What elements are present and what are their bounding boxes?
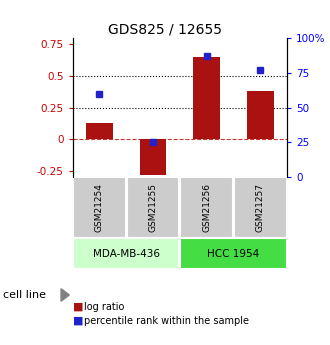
- Text: HCC 1954: HCC 1954: [207, 249, 260, 259]
- Text: GSM21257: GSM21257: [256, 183, 265, 232]
- Bar: [140, 139, 166, 175]
- Polygon shape: [61, 289, 69, 301]
- Bar: [193, 57, 220, 139]
- Text: MDA-MB-436: MDA-MB-436: [93, 249, 160, 259]
- Text: ■: ■: [73, 302, 83, 312]
- Bar: [234, 177, 286, 238]
- Bar: [86, 123, 113, 139]
- Text: GDS825 / 12655: GDS825 / 12655: [108, 22, 222, 37]
- Bar: [247, 91, 274, 139]
- Bar: [73, 177, 126, 238]
- Text: GSM21256: GSM21256: [202, 183, 211, 232]
- Text: cell line: cell line: [3, 290, 46, 300]
- Text: GSM21254: GSM21254: [95, 184, 104, 232]
- Text: log ratio: log ratio: [84, 302, 124, 312]
- Text: GSM21255: GSM21255: [148, 183, 157, 232]
- Text: percentile rank within the sample: percentile rank within the sample: [84, 316, 249, 326]
- Bar: [181, 177, 233, 238]
- Bar: [73, 238, 179, 269]
- Text: ■: ■: [73, 316, 83, 326]
- Bar: [127, 177, 179, 238]
- Bar: [181, 238, 286, 269]
